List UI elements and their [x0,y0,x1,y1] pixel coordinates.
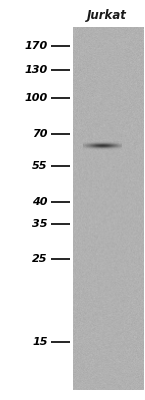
Text: 170: 170 [25,41,48,51]
Text: 130: 130 [25,65,48,75]
Text: 55: 55 [32,161,48,171]
Text: 15: 15 [32,337,48,347]
Text: 25: 25 [32,254,48,264]
Text: Jurkat: Jurkat [87,10,126,22]
Bar [72,27,143,390]
Text: 35: 35 [32,219,48,229]
Text: 70: 70 [32,129,48,139]
Text: 100: 100 [25,93,48,103]
Text: 40: 40 [32,197,48,207]
